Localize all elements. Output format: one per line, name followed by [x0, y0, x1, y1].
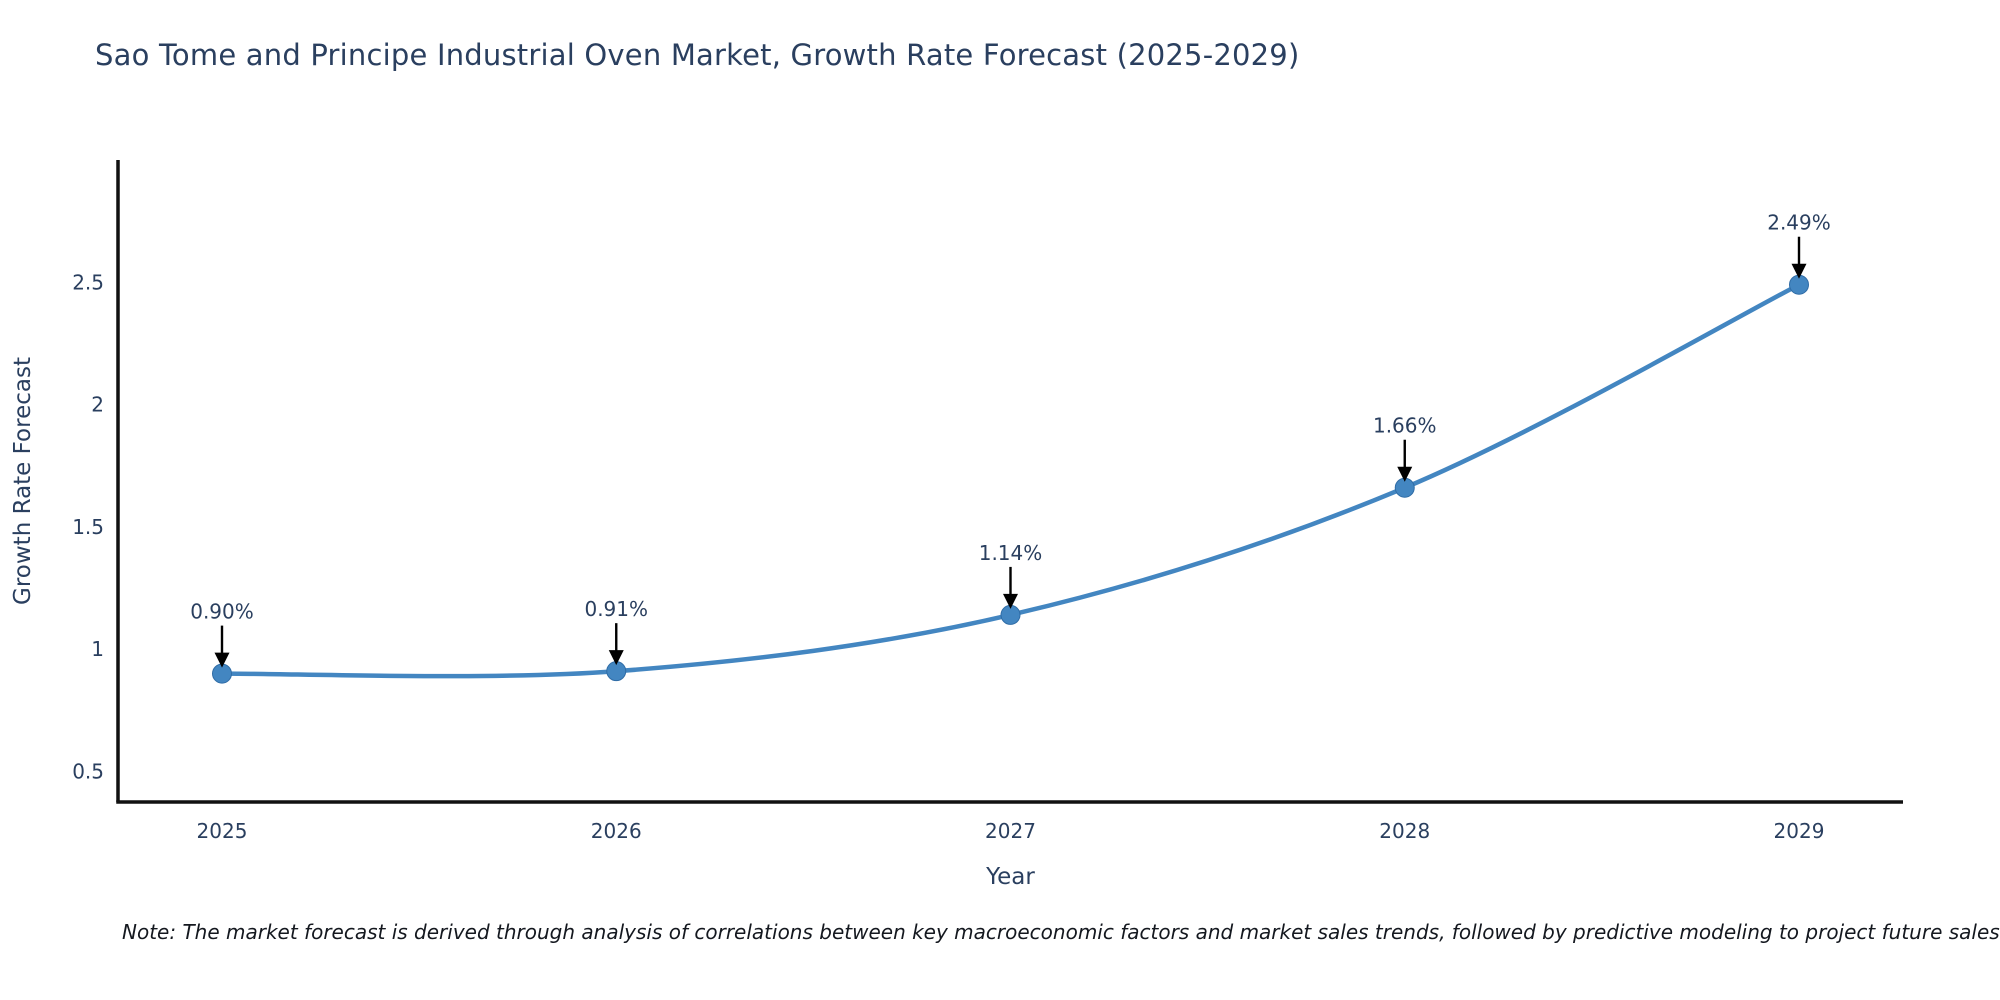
x-tick-label: 2028: [1379, 819, 1430, 843]
annotation-label: 0.90%: [190, 600, 254, 624]
annotation-arrowhead: [1791, 263, 1807, 279]
y-axis-title: Growth Rate Forecast: [10, 357, 36, 605]
annotation-label: 1.66%: [1373, 414, 1437, 438]
y-tick-label: 2: [91, 393, 104, 417]
x-tick-label: 2027: [985, 819, 1036, 843]
y-tick-label: 2.5: [72, 270, 104, 294]
annotation-label: 1.14%: [979, 541, 1043, 565]
annotation-label: 2.49%: [1767, 211, 1831, 235]
annotation-label: 0.91%: [584, 597, 648, 621]
footnote: Note: The market forecast is derived thr…: [122, 920, 2000, 944]
x-tick-label: 2029: [1774, 819, 1825, 843]
y-tick-label: 0.5: [72, 759, 104, 783]
y-tick-label: 1: [91, 637, 104, 661]
annotation-arrowhead: [1397, 466, 1413, 482]
annotation-arrowhead: [608, 650, 624, 666]
annotation-arrowhead: [1003, 593, 1018, 609]
x-tick-label: 2025: [197, 819, 248, 843]
annotation-arrowhead: [214, 652, 230, 668]
chart-title: Sao Tome and Principe Industrial Oven Ma…: [95, 38, 1300, 72]
y-tick-label: 1.5: [72, 515, 104, 539]
x-axis-title: Year: [985, 864, 1035, 890]
x-tick-label: 2026: [591, 819, 642, 843]
